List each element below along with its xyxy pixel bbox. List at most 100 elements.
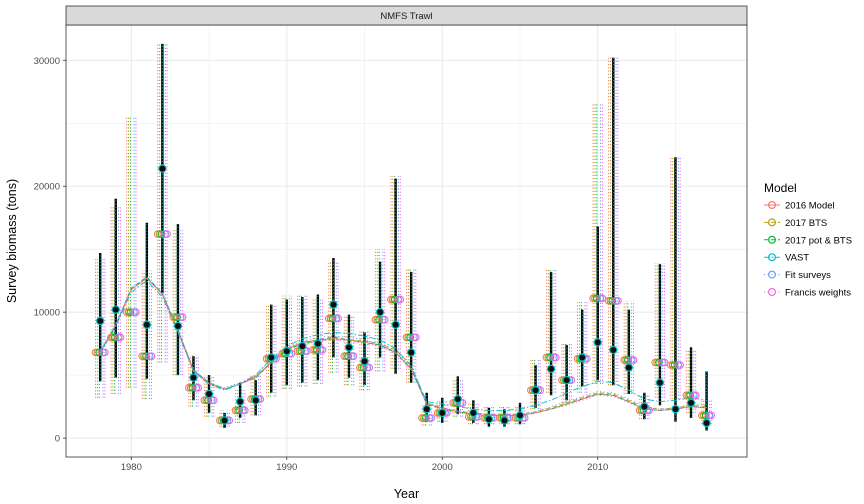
observation-point-vast [375,307,385,317]
observation-point [101,348,109,357]
observation-point [147,352,156,361]
legend: Model 2016 Model 2017 BTS 2017 pot & BTS VA… [764,181,852,299]
observation-point-vast [235,397,245,406]
observation-point-vast [360,357,369,366]
legend-label: 2017 BTS [785,218,827,229]
observation-point [209,396,218,405]
legend-key-marker [767,201,776,210]
observation-point [427,414,436,422]
y-axis-ticks: 0 10000 20000 30000 [34,56,66,445]
observation-point-vast [313,339,323,348]
observation-point-vast [702,418,711,428]
observation-point-vast [469,408,478,418]
observation-point [344,352,352,361]
observation-point [592,294,601,303]
legend-item: 2016 Model [764,201,835,212]
x-tick-label: 1990 [276,462,297,473]
x-tick-label: 2010 [587,462,608,473]
y-tick-label: 10000 [34,308,60,319]
observation-point [188,383,197,392]
legend-title: Model [764,181,797,195]
observation-point [390,295,399,304]
legend-label: VAST [785,253,809,264]
observation-point [349,352,358,361]
observation-point [318,346,327,354]
observation-point [365,363,374,372]
observation-point [95,348,104,357]
legend-key-marker [767,253,776,262]
observation-point-vast [562,375,571,385]
y-axis-title: Survey biomass (tons) [5,179,19,303]
observation-point [629,356,638,364]
observation-point [701,411,710,420]
observation-point-vast [251,396,260,405]
observation-point-vast [298,341,307,351]
observation-point-vast [329,300,338,309]
observation-point-vast [640,402,649,411]
observation-point-vast [267,353,276,362]
observation-points [91,164,716,428]
observation-point-vast [624,363,634,372]
observation-point-vast [438,408,447,418]
legend-key-marker [767,288,776,297]
observation-point [116,333,125,342]
legend-item: 2017 pot & BTS [764,235,852,246]
observation-point [624,356,632,364]
observation-point-vast [531,386,540,395]
legend-items: 2016 Model 2017 BTS 2017 pot & BTS VAST Fit … [764,201,852,299]
observation-point [670,361,679,369]
facet-strip [65,5,748,26]
observation-point [676,361,684,369]
x-tick-label: 1980 [121,462,142,473]
observation-point [707,411,716,420]
observation-point-vast [282,347,291,356]
observation-point-vast [391,320,400,329]
facet-strip-title: NMFS Trawl [380,11,432,22]
observation-point [660,358,669,367]
fitted-line [99,277,707,416]
observation-point [163,230,171,238]
observation-point [132,308,140,317]
observation-point [598,294,607,303]
observation-point [691,391,700,400]
observation-point [380,315,389,324]
legend-key-marker [767,218,776,227]
observation-point-vast [96,316,105,326]
observation-point [142,352,150,361]
observation-point [546,353,555,362]
observation-point [235,406,244,415]
observation-point [328,314,337,323]
legend-label: Fit surveys [785,270,831,281]
observation-point [551,353,560,362]
observation-point-vast [686,398,696,408]
legend-item: Fit surveys [764,270,831,281]
observation-point [110,333,119,342]
legend-label: 2016 Model [785,201,835,212]
observation-point [178,313,187,322]
observation-point-vast [577,353,587,362]
observation-point-vast [189,373,198,382]
legend-item: VAST [764,253,809,264]
observation-point [614,296,622,305]
observation-point [173,313,181,322]
observation-point [157,230,166,238]
x-tick-label: 2000 [432,462,453,473]
observation-point-vast [484,415,494,424]
observation-point [608,296,617,305]
x-axis-title: Year [394,487,419,501]
observation-point [411,333,420,342]
observation-point [421,414,430,422]
observation-point-vast [406,348,416,357]
observation-point-vast [142,320,152,329]
observation-point-vast [515,411,525,420]
observation-point-vast [609,345,618,355]
y-tick-label: 30000 [34,56,60,67]
observation-point-vast [204,389,214,399]
legend-key-marker [767,235,776,244]
observation-point-vast [593,338,602,347]
x-axis-ticks: 1980 1990 2000 2010 [121,457,608,473]
observation-point-vast [453,394,463,404]
observation-point [334,314,342,323]
observation-point-vast [111,305,120,314]
legend-item: Francis weights [764,288,851,299]
